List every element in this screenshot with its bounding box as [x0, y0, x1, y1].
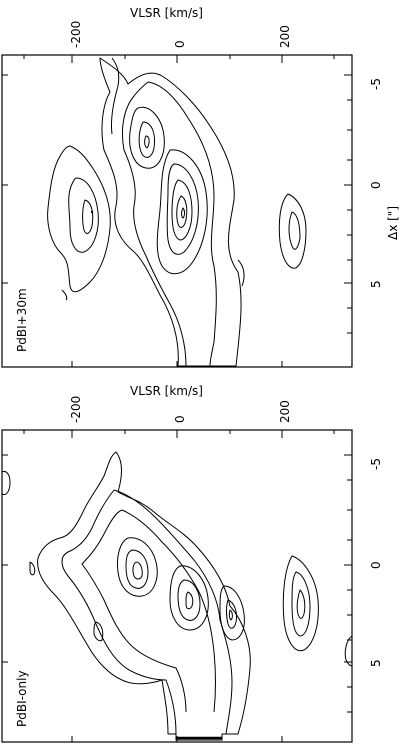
panel-top-dx-tick-1: 0	[369, 181, 383, 189]
panel-bottom-dx-tick-0: -5	[369, 458, 383, 470]
panel-top-contours	[47, 57, 307, 367]
panel-top-vlsr-ticks	[23, 55, 335, 367]
panel-bottom-vlsr-tick-2: 200	[278, 400, 292, 423]
panel-top-dx-ticks	[2, 74, 352, 334]
panel-bottom-frame	[1, 429, 353, 743]
panel-top-vlsr-tick-0: -200	[69, 21, 83, 48]
panel-bottom-dx-tick-1: 0	[369, 561, 383, 569]
panel-bottom-vlsr-tick-1: 0	[173, 415, 187, 423]
panel-top-label: PdBI+30m	[15, 288, 29, 352]
panel-bottom-label: PdBI-only	[15, 670, 29, 727]
panel-top-dx-tick-0: -5	[369, 78, 383, 90]
panel-top-dx-tick-2: 5	[369, 280, 383, 288]
panel-bottom-dx-tick-2: 5	[369, 659, 383, 667]
panel-top-vlsr-title: VLSR [km/s]	[130, 6, 203, 20]
panel-bottom-contours	[1, 451, 353, 741]
panel-bottom-dx-ticks	[2, 454, 352, 713]
panel-top-vlsr-tick-2: 200	[278, 25, 292, 48]
panel-top: -200 0 200 VLSR [km/s] -5 0 5 Δx ["] PdB…	[1, 6, 400, 368]
panel-bottom-vlsr-ticks	[23, 430, 335, 742]
panel-bottom-vlsr-title: VLSR [km/s]	[130, 384, 203, 398]
panel-bottom-vlsr-tick-0: -200	[69, 396, 83, 423]
panel-top-dx-title: Δx ["]	[386, 206, 400, 240]
panel-bottom: -200 0 200 VLSR [km/s] -5 0 5 PdBI-only	[1, 384, 383, 743]
panel-top-vlsr-tick-1: 0	[173, 40, 187, 48]
